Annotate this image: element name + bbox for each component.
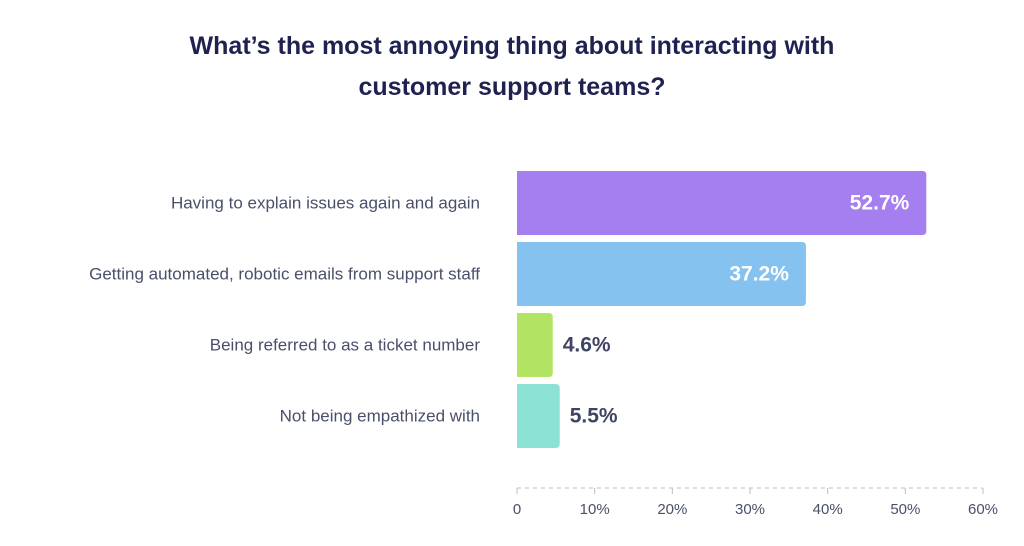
bar bbox=[517, 384, 560, 448]
bar bbox=[517, 242, 806, 306]
category-label: Having to explain issues again and again bbox=[171, 194, 480, 213]
value-label: 52.7% bbox=[850, 192, 910, 215]
category-label: Being referred to as a ticket number bbox=[210, 336, 481, 355]
x-tick-label: 50% bbox=[890, 501, 920, 518]
bar bbox=[517, 171, 927, 235]
value-label: 37.2% bbox=[729, 263, 789, 286]
category-label: Getting automated, robotic emails from s… bbox=[89, 265, 480, 284]
x-tick-label: 10% bbox=[580, 501, 610, 518]
chart-title-line-2: customer support teams? bbox=[358, 73, 665, 101]
x-tick-label: 0 bbox=[513, 501, 521, 518]
x-tick-label: 20% bbox=[657, 501, 687, 518]
x-axis: 0 10% 20% 30% 40% 50% 60% bbox=[513, 487, 998, 518]
bar bbox=[517, 313, 553, 377]
x-tick-label: 40% bbox=[813, 501, 843, 518]
value-label: 4.6% bbox=[563, 334, 611, 357]
value-label: 5.5% bbox=[570, 405, 618, 428]
x-tick-label: 30% bbox=[735, 501, 765, 518]
category-label: Not being empathized with bbox=[280, 407, 480, 426]
plot-area: Having to explain issues again and again… bbox=[89, 171, 927, 448]
chart-title-line-1: What’s the most annoying thing about int… bbox=[190, 32, 835, 60]
x-tick-label: 60% bbox=[968, 501, 998, 518]
